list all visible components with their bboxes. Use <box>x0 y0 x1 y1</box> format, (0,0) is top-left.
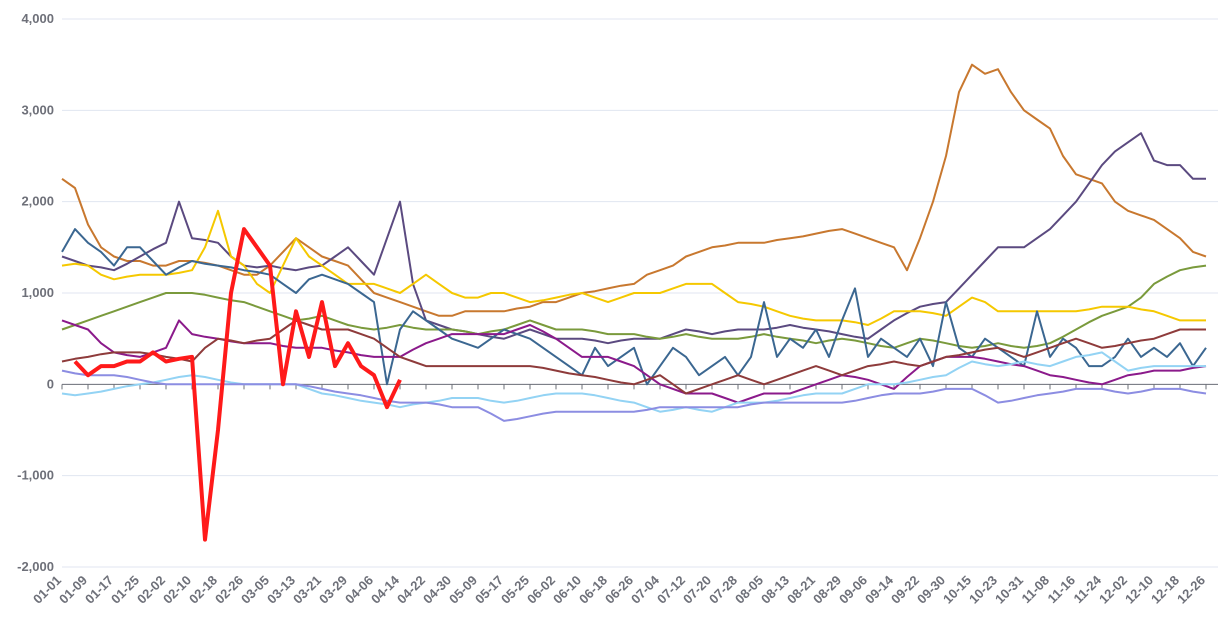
x-tick-label: 03-05 <box>238 573 272 607</box>
x-tick-label: 02-02 <box>134 573 168 607</box>
x-tick-label: 02-18 <box>186 573 220 607</box>
y-tick-label: -1,000 <box>17 468 54 483</box>
x-tick-label: 07-20 <box>680 573 714 607</box>
x-tick-label: 07-12 <box>654 573 688 607</box>
x-tick-label: 10-23 <box>966 573 1000 607</box>
series-line <box>61 351 1206 413</box>
y-tick-label: 0 <box>47 376 54 391</box>
series-line <box>61 132 1206 345</box>
x-tick-label: 09-30 <box>914 573 948 607</box>
series-line <box>61 369 1207 422</box>
x-tick-label: 05-17 <box>472 573 506 607</box>
x-tick-label: 06-18 <box>576 573 610 607</box>
series-line <box>61 228 1207 386</box>
series-line <box>73 227 402 542</box>
x-tick-label: 06-02 <box>524 573 558 607</box>
x-tick-label: 04-14 <box>368 572 403 607</box>
x-tick-label: 09-06 <box>836 573 870 607</box>
y-tick-label: 3,000 <box>21 102 54 117</box>
series-line <box>61 63 1207 317</box>
x-tick-label: 01-09 <box>56 573 90 607</box>
x-tick-label: 02-10 <box>160 573 194 607</box>
x-tick-label: 04-30 <box>420 573 454 607</box>
x-tick-label: 09-14 <box>862 572 897 607</box>
x-tick-label: 07-28 <box>706 573 740 607</box>
series-line <box>61 264 1207 349</box>
x-tick-label: 10-31 <box>992 573 1026 607</box>
x-tick-label: 03-29 <box>316 573 350 607</box>
x-tick-label: 11-24 <box>1071 572 1105 606</box>
x-tick-label: 03-21 <box>290 573 324 607</box>
y-tick-label: -2,000 <box>17 559 54 574</box>
x-tick-label: 11-16 <box>1045 573 1079 607</box>
y-tick-label: 4,000 <box>21 11 54 26</box>
x-tick-label: 08-21 <box>784 573 818 607</box>
y-tick-label: 2,000 <box>21 194 54 209</box>
x-tick-label: 02-26 <box>212 573 246 607</box>
x-tick-label: 06-10 <box>550 573 584 607</box>
x-tick-label: 04-06 <box>342 573 376 607</box>
series-line <box>61 319 1207 404</box>
x-tick-label: 11-08 <box>1019 573 1053 607</box>
x-tick-label: 01-25 <box>108 573 142 607</box>
x-tick-label: 12-10 <box>1122 573 1156 607</box>
x-tick-label: 10-15 <box>940 573 974 607</box>
series-line <box>61 319 1206 395</box>
x-tick-label: 06-26 <box>602 573 636 607</box>
x-tick-label: 08-05 <box>732 573 766 607</box>
x-tick-label: 08-29 <box>810 573 844 607</box>
x-tick-label: 12-26 <box>1174 573 1208 607</box>
y-tick-label: 1,000 <box>21 285 54 300</box>
x-tick-label: 09-22 <box>888 573 922 607</box>
x-tick-label: 01-17 <box>82 573 116 607</box>
series-line <box>61 209 1206 326</box>
x-tick-label: 07-04 <box>628 572 663 607</box>
x-tick-label: 01-01 <box>30 573 64 607</box>
x-tick-label: 05-25 <box>498 573 532 607</box>
x-tick-label: 04-22 <box>394 573 428 607</box>
x-tick-label: 05-09 <box>446 573 480 607</box>
x-tick-label: 03-13 <box>264 573 298 607</box>
x-tick-label: 12-18 <box>1148 573 1182 607</box>
x-tick-label: 12-02 <box>1096 573 1130 607</box>
x-tick-label: 08-13 <box>758 573 792 607</box>
